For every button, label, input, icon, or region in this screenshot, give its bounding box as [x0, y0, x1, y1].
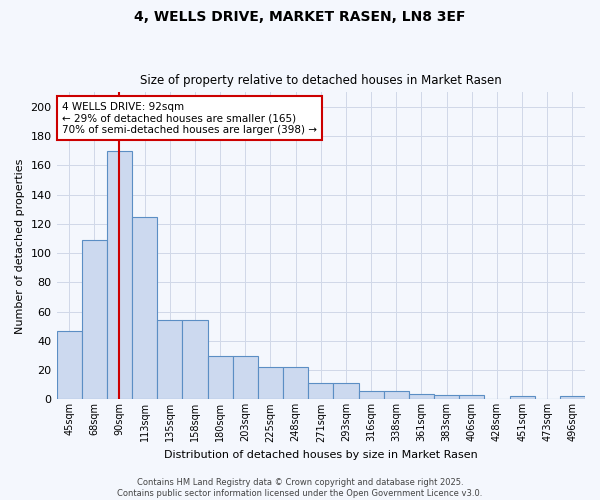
Bar: [56, 330, 82, 400]
Bar: [82, 240, 107, 400]
Bar: [258, 367, 283, 400]
Bar: [459, 395, 484, 400]
Text: 4, WELLS DRIVE, MARKET RASEN, LN8 3EF: 4, WELLS DRIVE, MARKET RASEN, LN8 3EF: [134, 10, 466, 24]
Y-axis label: Number of detached properties: Number of detached properties: [15, 158, 25, 334]
Bar: [308, 384, 334, 400]
Bar: [334, 384, 359, 400]
Bar: [233, 356, 258, 400]
X-axis label: Distribution of detached houses by size in Market Rasen: Distribution of detached houses by size …: [164, 450, 478, 460]
Bar: [560, 396, 585, 400]
Bar: [283, 367, 308, 400]
Title: Size of property relative to detached houses in Market Rasen: Size of property relative to detached ho…: [140, 74, 502, 87]
Bar: [182, 320, 208, 400]
Bar: [409, 394, 434, 400]
Bar: [208, 356, 233, 400]
Bar: [107, 151, 132, 400]
Text: 4 WELLS DRIVE: 92sqm
← 29% of detached houses are smaller (165)
70% of semi-deta: 4 WELLS DRIVE: 92sqm ← 29% of detached h…: [62, 102, 317, 134]
Bar: [383, 390, 409, 400]
Bar: [359, 390, 383, 400]
Bar: [132, 216, 157, 400]
Bar: [434, 395, 459, 400]
Bar: [509, 396, 535, 400]
Text: Contains HM Land Registry data © Crown copyright and database right 2025.
Contai: Contains HM Land Registry data © Crown c…: [118, 478, 482, 498]
Bar: [157, 320, 182, 400]
